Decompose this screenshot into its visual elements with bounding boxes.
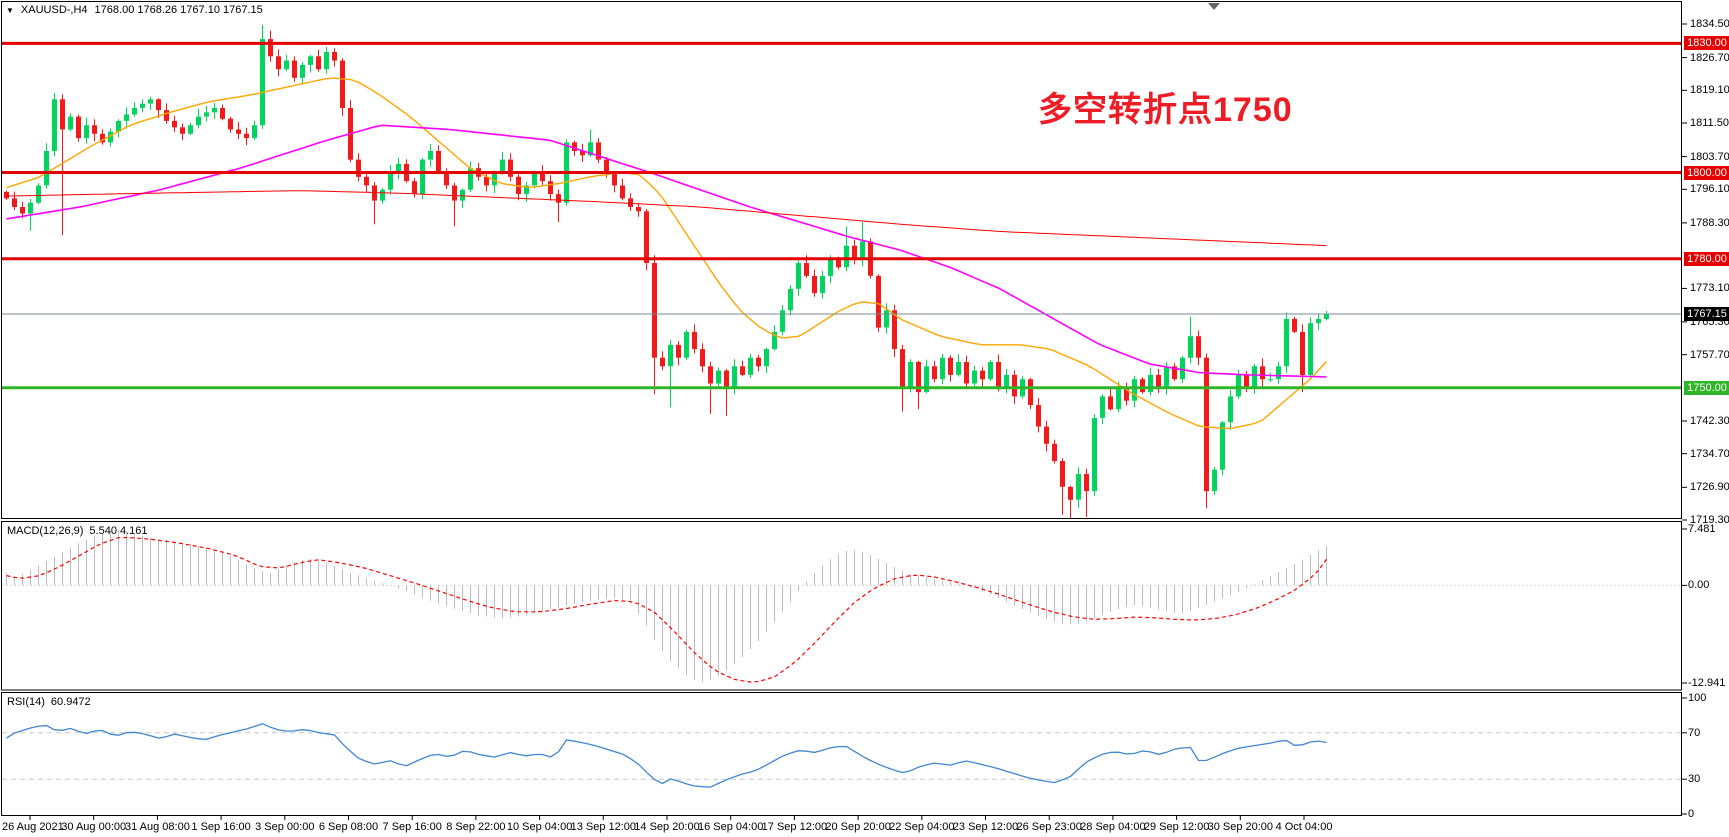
time-axis-label: 1 Sep 16:00: [191, 821, 251, 833]
time-axis-label: 22 Sep 04:00: [889, 821, 955, 833]
rsi-name: RSI(14): [7, 696, 45, 708]
price-axis-label: 1796.10: [1690, 183, 1729, 196]
macd-indicator-label: MACD(12,26,9) 5.540 4.161: [7, 525, 148, 537]
time-axis-label: 10 Sep 04:00: [506, 821, 573, 833]
time-axis-label: 20 Sep 20:00: [825, 821, 891, 833]
price-axis-label: 1719.30: [1690, 514, 1729, 526]
price-axis-label: 1734.70: [1690, 447, 1729, 460]
time-axis-label: 26 Sep 23:00: [1016, 821, 1082, 833]
annotation-text[interactable]: 多空转折点1750: [1038, 91, 1293, 129]
time-axis-label: 31 Aug 08:00: [124, 821, 190, 833]
price-level-badge: 1800.00: [1684, 165, 1729, 180]
time-axis-label: 17 Sep 12:00: [761, 821, 828, 833]
time-axis-label: 8 Sep 22:00: [446, 821, 506, 833]
time-axis-label: 14 Sep 20:00: [634, 821, 700, 833]
price-level-badge: 1750.00: [1684, 380, 1729, 395]
macd-name: MACD(12,26,9): [7, 525, 84, 537]
price-axis-label: 1726.90: [1690, 481, 1729, 494]
time-axis-label: 29 Sep 12:00: [1143, 821, 1210, 833]
time-axis-label: 3 Sep 00:00: [255, 821, 315, 833]
ma-fast-orange: [6, 77, 1328, 430]
time-axis-label: 28 Sep 04:00: [1080, 821, 1146, 833]
rsi-axis-label: 70: [1688, 726, 1701, 739]
time-axis-label: 4 Oct 04:00: [1275, 821, 1333, 833]
time-axis-label: 13 Sep 12:00: [570, 821, 637, 833]
rsi-value: 60.9472: [50, 696, 91, 708]
time-axis-label: 16 Sep 04:00: [697, 821, 764, 833]
ma-long-red: [6, 190, 1327, 247]
price-axis-label: 1826.70: [1690, 51, 1729, 64]
time-axis-label: 26 Aug 2021: [2, 821, 64, 833]
price-axis-label: 1757.70: [1690, 348, 1729, 361]
macd-axis-label: 7.481: [1688, 522, 1716, 535]
rsi-axis-label: 100: [1688, 692, 1707, 704]
price-level-badge: 1830.00: [1684, 36, 1729, 51]
time-axis-label: 7 Sep 16:00: [382, 821, 442, 833]
price-axis-label: 1742.30: [1690, 414, 1729, 427]
macd-axis-label: 0.00: [1688, 579, 1710, 592]
price-axis-label: 1803.70: [1690, 150, 1729, 163]
dropdown-arrow-icon[interactable]: ▼: [6, 5, 14, 15]
time-axis-label: 6 Sep 08:00: [318, 821, 379, 833]
time-axis-label: 30 Sep 20:00: [1207, 821, 1274, 833]
macd-signal-line: [6, 536, 1327, 683]
time-axis[interactable]: 26 Aug 2021 30 Aug 00:00 31 Aug 08:00 1 Sep…: [0, 817, 1729, 837]
time-axis-label: 23 Sep 12:00: [952, 821, 1019, 833]
current-price-badge: 1767.15: [1684, 306, 1729, 321]
price-level-badge: 1780.00: [1684, 251, 1729, 266]
rsi-axis-label: 0: [1688, 808, 1695, 820]
price-axis-label: 1788.30: [1690, 216, 1729, 229]
price-axis-label: 1834.50: [1690, 18, 1729, 30]
ohlc-values: 1768.00 1768.26 1767.10 1767.15: [94, 4, 263, 16]
time-axis-label: 30 Aug 00:00: [61, 821, 127, 833]
macd-values: 5.540 4.161: [89, 525, 148, 537]
rsi-axis-label: 30: [1688, 773, 1701, 786]
macd-axis-label: -12.941: [1688, 676, 1726, 689]
chart-shift-marker-icon: [1208, 3, 1220, 10]
price-axis-label: 1811.50: [1690, 117, 1729, 130]
rsi-indicator-label: RSI(14) 60.9472: [7, 696, 91, 708]
price-axis-label: 1819.10: [1690, 84, 1729, 97]
price-axis-label: 1773.10: [1690, 282, 1729, 295]
symbol-period-label: XAUUSD-,H4: [20, 4, 88, 16]
symbol-info: ▼ XAUUSD-,H4 1768.00 1768.26 1767.10 176…: [6, 4, 263, 16]
rsi-line: [6, 723, 1327, 788]
